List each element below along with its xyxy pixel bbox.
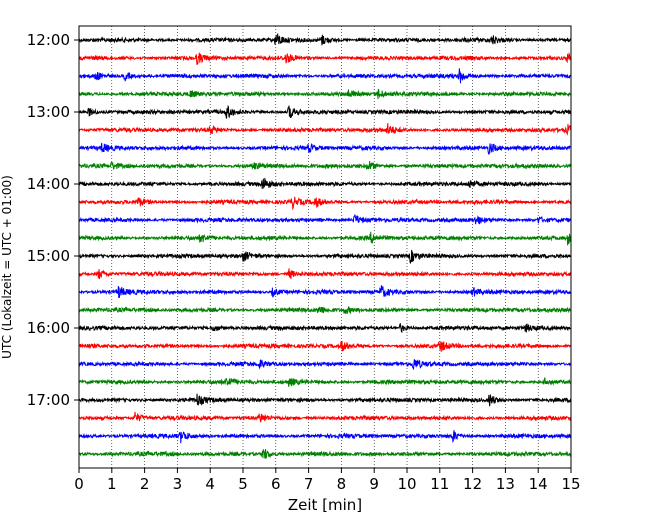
- trace-1215: [78, 52, 572, 66]
- trace-1415: [78, 196, 572, 211]
- x-tick-label-0: 0: [74, 475, 84, 493]
- x-tick-label-2: 2: [140, 475, 150, 493]
- x-tick-label-9: 9: [369, 475, 379, 493]
- trace-1515: [78, 268, 572, 280]
- trace-1545: [78, 306, 572, 315]
- trace-1630: [78, 359, 572, 371]
- trace-1700: [78, 393, 572, 407]
- x-tick-label-11: 11: [430, 475, 449, 493]
- y-tick-label-2: 14:00: [27, 175, 70, 193]
- y-tick-label-4: 16:00: [27, 319, 70, 337]
- trace-1430: [78, 214, 572, 225]
- trace-1245: [78, 88, 572, 100]
- trace-1315: [78, 123, 572, 136]
- x-tick-label-14: 14: [529, 475, 548, 493]
- y-tick-label-5: 17:00: [27, 391, 70, 409]
- x-tick-label-5: 5: [238, 475, 248, 493]
- trace-1645: [78, 377, 572, 387]
- y-tick-label-1: 13:00: [27, 103, 70, 121]
- plot-frame: [78, 25, 572, 469]
- trace-1200: [78, 33, 572, 46]
- trace-1300: [78, 104, 572, 119]
- x-axis-label: Zeit [min]: [288, 496, 362, 514]
- y-axis: 12:00 13:00 14:00 15:00 16:00 17:00: [27, 31, 79, 409]
- x-tick-label-13: 13: [496, 475, 515, 493]
- x-tick-label-12: 12: [463, 475, 482, 493]
- x-tick-label-4: 4: [205, 475, 215, 493]
- x-tick-label-6: 6: [271, 475, 281, 493]
- y-tick-label-3: 15:00: [27, 247, 70, 265]
- x-tick-label-1: 1: [107, 475, 117, 493]
- trace-1600: [78, 322, 572, 333]
- seismic-traces: [78, 33, 572, 460]
- trace-1730: [78, 430, 572, 444]
- trace-1230: [78, 68, 572, 84]
- trace-1445: [78, 231, 572, 247]
- y-axis-label: UTC (Lokalzeit = UTC + 01:00): [0, 175, 14, 359]
- trace-1615: [78, 340, 572, 352]
- trace-1715: [78, 411, 572, 423]
- trace-1400: [78, 178, 572, 189]
- trace-1345: [78, 160, 572, 171]
- x-tick-label-3: 3: [173, 475, 183, 493]
- x-tick-label-8: 8: [337, 475, 347, 493]
- trace-1500: [78, 249, 572, 264]
- x-tick-label-15: 15: [561, 475, 580, 493]
- trace-1530: [78, 285, 572, 299]
- x-axis: 0 1 2 3 4 5 6 7 8 9 10 11 12 13 14 15: [74, 468, 581, 493]
- y-tick-label-0: 12:00: [27, 31, 70, 49]
- trace-1330: [78, 142, 572, 156]
- trace-1745: [78, 449, 572, 460]
- x-tick-label-7: 7: [304, 475, 314, 493]
- x-tick-label-10: 10: [397, 475, 416, 493]
